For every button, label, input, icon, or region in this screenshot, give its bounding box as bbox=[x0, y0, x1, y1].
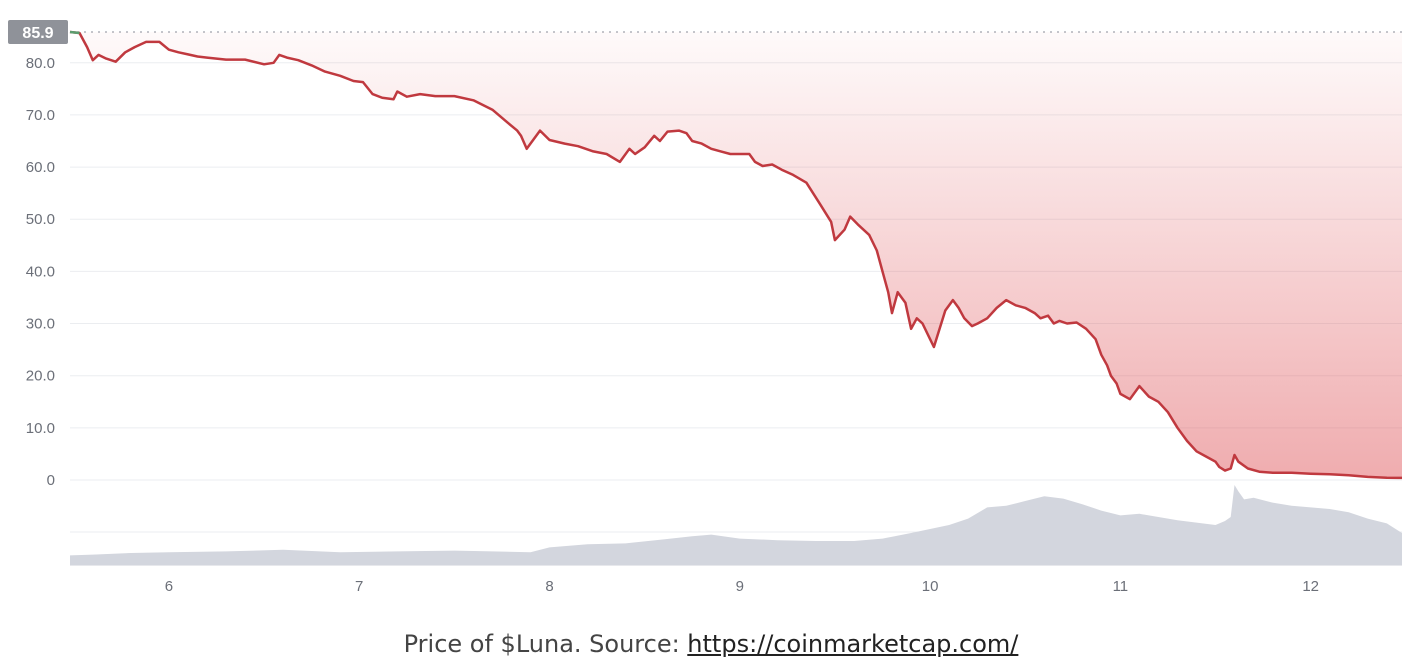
price-line-path bbox=[69, 30, 1403, 480]
x-tick-label: 12 bbox=[1302, 578, 1319, 595]
price-line bbox=[69, 30, 1403, 480]
x-tick-label: 11 bbox=[1113, 578, 1129, 595]
source-link[interactable]: https://coinmarketcap.com/ bbox=[687, 630, 1019, 658]
x-tick-label: 7 bbox=[355, 578, 363, 595]
y-tick-label: 40.0 bbox=[26, 263, 55, 280]
start-segment bbox=[69, 30, 80, 35]
y-tick-label: 50.0 bbox=[26, 211, 55, 228]
price-fill-path bbox=[70, 32, 1402, 478]
current-price-badge bbox=[8, 20, 68, 44]
volume-area-path bbox=[70, 485, 1402, 565]
price-fill-area bbox=[70, 32, 1402, 478]
y-tick-label: 20.0 bbox=[26, 368, 55, 385]
figure-caption: Price of $Luna. Source: https://coinmark… bbox=[0, 630, 1422, 658]
x-tick-label: 8 bbox=[545, 578, 553, 595]
price-chart-svg: 80.0 70.0 60.0 50.0 40.0 30.0 20.0 10.0 0 6 7 8 9 10… bbox=[8, 20, 1403, 595]
y-tick-label: 10.0 bbox=[26, 420, 55, 437]
current-price-value: 85.9 bbox=[22, 25, 53, 42]
y-tick-label: 70.0 bbox=[26, 107, 55, 124]
y-tick-label: 80.0 bbox=[26, 55, 55, 72]
x-tick-label: 6 bbox=[165, 578, 173, 595]
y-tick-label: 0 bbox=[47, 472, 55, 489]
x-axis-ticks: 6 7 8 9 10 11 12 bbox=[165, 578, 1319, 595]
y-axis-ticks: 80.0 70.0 60.0 50.0 40.0 30.0 20.0 10.0 0 bbox=[26, 55, 55, 489]
x-tick-label: 10 bbox=[922, 578, 939, 595]
x-tick-label: 9 bbox=[736, 578, 744, 595]
volume-area bbox=[70, 485, 1402, 565]
y-tick-label: 60.0 bbox=[26, 159, 55, 176]
current-price-label: 85.9 bbox=[8, 20, 68, 44]
caption-text: Price of $Luna. Source: bbox=[403, 630, 688, 658]
luna-price-chart: 80.0 70.0 60.0 50.0 40.0 30.0 20.0 10.0 0 6 7 8 9 10… bbox=[8, 20, 1403, 595]
y-tick-label: 30.0 bbox=[26, 316, 55, 333]
